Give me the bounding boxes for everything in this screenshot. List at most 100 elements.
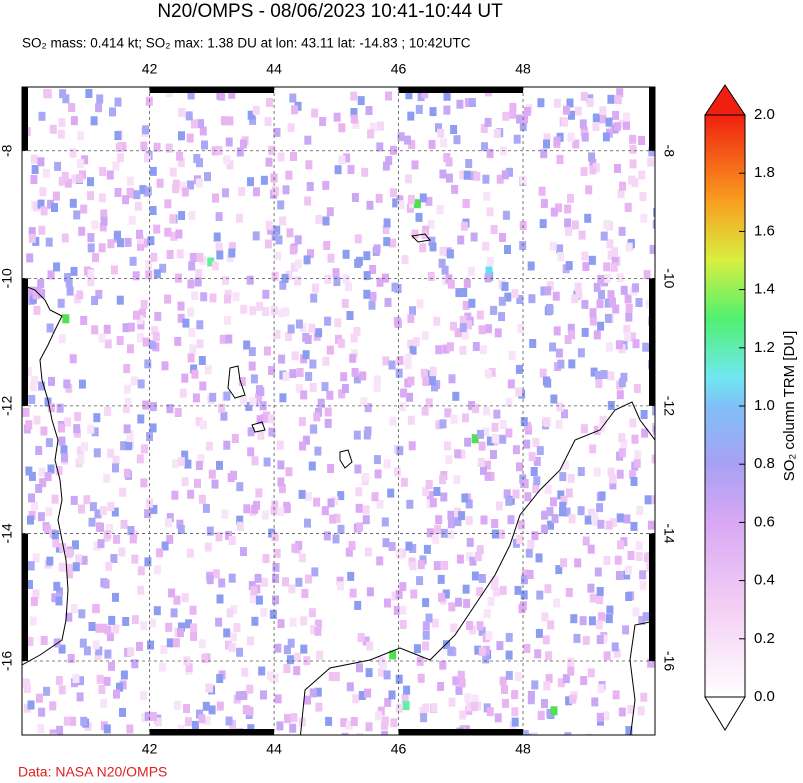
pixel xyxy=(596,299,604,309)
pixel xyxy=(523,439,531,449)
pixel xyxy=(103,724,111,734)
pixel xyxy=(497,529,505,539)
frame-bar xyxy=(398,87,524,93)
pixel xyxy=(277,477,285,487)
pixel xyxy=(454,517,462,527)
pixel xyxy=(541,699,548,708)
pixel xyxy=(32,589,40,599)
colorbar-tick-label: 1.0 xyxy=(754,397,775,414)
pixel xyxy=(181,187,189,197)
pixel xyxy=(77,131,85,141)
pixel xyxy=(181,450,189,460)
pixel xyxy=(395,550,403,560)
pixel xyxy=(87,191,95,201)
pixel xyxy=(188,327,196,337)
pixel xyxy=(571,220,579,230)
pixel xyxy=(498,296,506,306)
pixel xyxy=(58,176,66,186)
pixel xyxy=(64,417,72,427)
pixel xyxy=(59,89,67,99)
pixel xyxy=(647,520,655,530)
pixel xyxy=(282,307,290,317)
pixel xyxy=(384,697,392,707)
pixel xyxy=(411,229,419,239)
pixel xyxy=(52,191,60,201)
pixel xyxy=(204,542,212,552)
pixel xyxy=(73,428,81,438)
pixel xyxy=(238,377,246,386)
colorbar-max-arrow xyxy=(704,84,746,116)
pixel xyxy=(639,192,647,202)
pixel xyxy=(80,555,88,565)
pixel xyxy=(560,495,568,505)
pixel xyxy=(126,433,134,443)
pixel xyxy=(422,703,430,713)
pixel xyxy=(71,174,79,184)
pixel xyxy=(256,302,264,311)
pixel xyxy=(53,581,61,591)
pixel xyxy=(496,174,504,184)
pixel xyxy=(563,507,571,517)
pixel xyxy=(268,145,276,155)
pixel xyxy=(133,310,140,320)
pixel xyxy=(304,492,312,501)
pixel xyxy=(57,129,65,139)
pixel xyxy=(609,480,617,490)
pixel xyxy=(599,415,607,425)
pixel xyxy=(460,221,468,231)
pixel xyxy=(564,218,572,228)
pixel xyxy=(555,348,563,358)
pixel xyxy=(48,376,55,386)
pixel xyxy=(153,142,161,152)
pixel xyxy=(276,440,284,450)
pixel xyxy=(49,729,57,735)
pixel xyxy=(47,270,55,280)
pixel xyxy=(103,324,111,334)
pixel xyxy=(159,263,167,273)
pixel xyxy=(602,711,610,721)
pixel xyxy=(365,668,373,678)
pixel xyxy=(398,402,406,412)
pixel xyxy=(597,321,605,331)
pixel xyxy=(484,273,492,283)
pixel xyxy=(597,612,605,622)
pixel xyxy=(65,278,73,288)
pixel xyxy=(609,297,616,307)
pixel xyxy=(640,692,648,702)
pixel xyxy=(439,169,447,179)
pixel xyxy=(597,684,605,694)
pixel xyxy=(604,298,612,308)
colorbar-tick-label: 1.4 xyxy=(754,281,775,298)
pixel xyxy=(268,366,275,375)
colorbar-tick-label: 1.6 xyxy=(754,222,775,239)
pixel xyxy=(340,718,348,728)
pixel xyxy=(411,160,419,170)
pixel xyxy=(87,177,94,187)
pixel xyxy=(642,612,650,622)
pixel xyxy=(579,616,587,626)
lat-label: -14 xyxy=(661,523,677,543)
pixel xyxy=(616,469,624,479)
pixel xyxy=(357,96,365,106)
pixel xyxy=(511,707,519,717)
pixel xyxy=(142,125,150,135)
pixel xyxy=(560,558,568,568)
pixel xyxy=(407,376,415,386)
pixel xyxy=(186,548,194,558)
pixel xyxy=(238,187,246,196)
pixel xyxy=(156,178,164,188)
pixel xyxy=(329,514,337,524)
pixel xyxy=(468,98,476,107)
pixel xyxy=(512,489,520,499)
pixel xyxy=(245,401,253,411)
pixel xyxy=(355,503,363,513)
pixel xyxy=(264,117,272,127)
pixel xyxy=(526,570,534,579)
pixel xyxy=(535,553,543,563)
pixel xyxy=(137,235,144,245)
pixel xyxy=(204,172,211,182)
pixel xyxy=(72,562,80,572)
pixel xyxy=(194,478,201,488)
pixel xyxy=(447,519,455,529)
pixel xyxy=(471,571,479,581)
